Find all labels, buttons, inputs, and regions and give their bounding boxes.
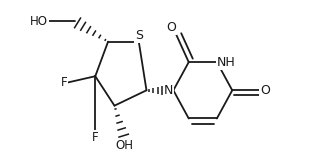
Text: OH: OH	[116, 139, 134, 152]
Text: F: F	[92, 131, 99, 144]
Text: HO: HO	[30, 15, 48, 28]
Text: O: O	[166, 21, 176, 34]
Text: N: N	[164, 84, 173, 97]
Text: NH: NH	[217, 56, 236, 69]
Text: S: S	[135, 29, 143, 42]
Text: F: F	[60, 76, 67, 89]
Text: O: O	[260, 84, 270, 97]
